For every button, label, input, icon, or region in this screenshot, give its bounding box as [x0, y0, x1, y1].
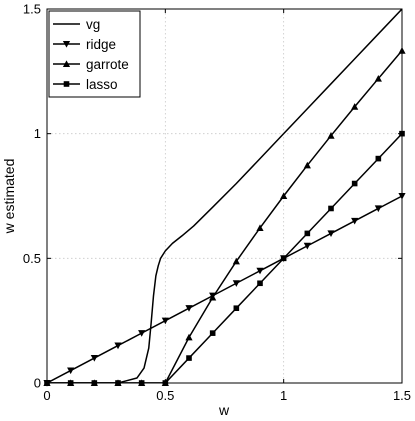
- legend-label-garrote: garrote: [86, 57, 129, 72]
- point-lasso: [209, 330, 216, 336]
- legend-marker-ridge: [62, 40, 71, 48]
- point-ridge: [90, 355, 98, 362]
- ticks: 0 0.5 1 1.5 0 0.5 1 1.5: [23, 2, 411, 404]
- x-axis-label: w: [218, 402, 230, 418]
- legend-label-vg: vg: [86, 17, 100, 32]
- point-lasso: [328, 205, 334, 212]
- x-tick-label: 1: [280, 388, 287, 403]
- point-ridge: [351, 217, 359, 225]
- series-layer: [47, 9, 402, 383]
- x-tick-label: 0: [43, 388, 50, 403]
- point-lasso: [280, 255, 287, 262]
- legend-label-lasso: lasso: [86, 77, 118, 92]
- legend-label-ridge: ridge: [86, 37, 116, 52]
- point-ridge: [138, 330, 146, 337]
- point-lasso: [257, 280, 263, 287]
- series-line-lasso: [47, 133, 402, 383]
- point-ridge: [327, 230, 335, 237]
- point-ridge: [185, 305, 193, 312]
- point-garrote: [256, 224, 264, 231]
- point-garrote: [232, 257, 240, 265]
- point-ridge: [232, 280, 240, 287]
- point-garrote: [280, 192, 288, 200]
- point-ridge: [114, 342, 122, 350]
- series-line-garrote: [47, 50, 402, 383]
- point-garrote: [374, 74, 382, 82]
- point-ridge: [67, 367, 75, 375]
- y-tick-label: 1.5: [23, 2, 41, 17]
- legend-marker-lasso: [63, 81, 70, 87]
- plot-frame: [46, 8, 403, 384]
- legend: vg ridge garrote lasso: [48, 10, 141, 98]
- y-axis-label: w estimated: [1, 159, 17, 235]
- point-ridge: [374, 205, 382, 213]
- y-tick-label: 1: [34, 126, 41, 141]
- point-lasso: [186, 355, 192, 361]
- x-tick-label: 0.5: [156, 388, 174, 403]
- point-garrote: [351, 103, 359, 110]
- point-lasso: [233, 305, 240, 311]
- point-garrote: [185, 333, 193, 341]
- point-lasso: [375, 155, 382, 162]
- point-lasso: [304, 230, 311, 237]
- y-tick-label: 0.5: [23, 251, 41, 266]
- x-tick-label: 1.5: [393, 388, 411, 403]
- y-tick-label: 0: [34, 376, 41, 391]
- point-lasso: [351, 180, 358, 187]
- point-ridge: [303, 242, 311, 250]
- point-garrote: [303, 161, 311, 169]
- legend-marker-garrote: [62, 60, 71, 68]
- point-garrote: [209, 293, 217, 301]
- point-garrote: [327, 132, 335, 139]
- series-line-ridge: [47, 195, 402, 383]
- series-line-vg: [47, 9, 402, 383]
- point-ridge: [256, 267, 264, 275]
- point-ridge: [161, 317, 169, 325]
